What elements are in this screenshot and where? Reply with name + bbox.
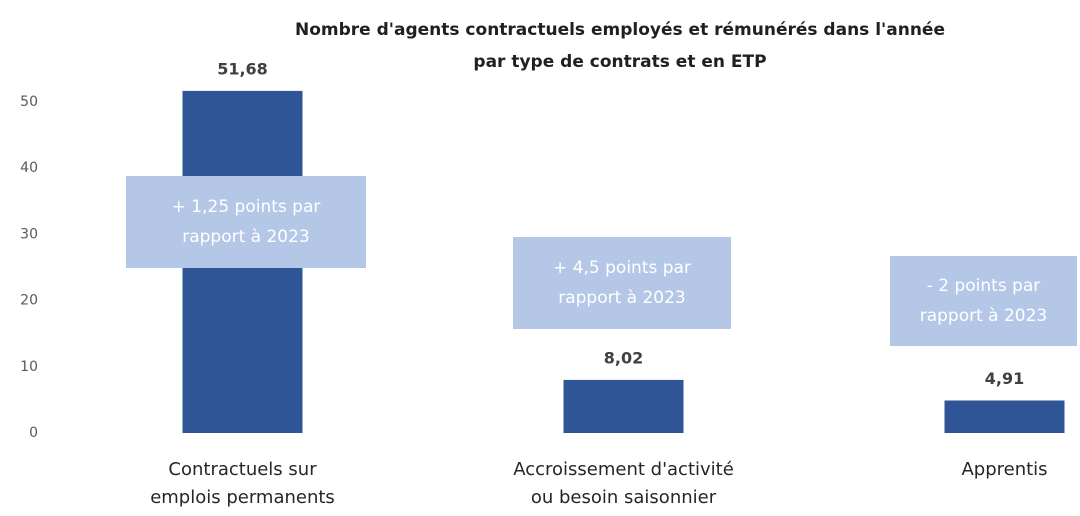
bar	[944, 400, 1065, 433]
annotation: rapport à 2023	[182, 227, 310, 247]
y-tick-label: 0	[29, 425, 38, 441]
x-tick-label: Accroissement d'activité	[513, 459, 734, 480]
y-tick-label: 30	[20, 226, 38, 242]
y-tick-label: 20	[20, 293, 38, 309]
y-tick-label: 50	[20, 94, 38, 110]
annotation-box	[126, 176, 366, 268]
annotation-box	[513, 237, 731, 329]
value-label: 8,02	[604, 348, 643, 367]
annotation: + 1,25 points par	[172, 197, 321, 217]
bar	[563, 379, 684, 433]
annotation: rapport à 2023	[558, 288, 686, 308]
annotation: - 2 points par	[927, 276, 1041, 296]
x-tick-label: Apprentis	[961, 459, 1047, 480]
x-tick-label: Contractuels sur	[168, 459, 317, 480]
y-tick-label: 10	[20, 359, 38, 375]
x-tick-label: ou besoin saisonnier	[531, 487, 717, 508]
chart-title: par type de contrats et en ETP	[473, 52, 766, 72]
value-label: 51,68	[217, 59, 268, 78]
annotation: + 4,5 points par	[553, 258, 691, 278]
value-label: 4,91	[985, 369, 1024, 388]
x-tick-label: emplois permanents	[150, 487, 335, 508]
annotation-box	[890, 256, 1077, 346]
annotation: rapport à 2023	[920, 306, 1048, 326]
chart-title: Nombre d'agents contractuels employés et…	[295, 20, 945, 40]
y-tick-label: 40	[20, 160, 38, 176]
